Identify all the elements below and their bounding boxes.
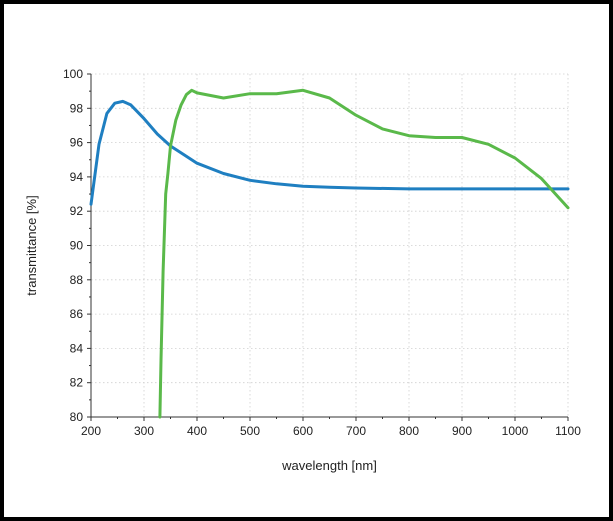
transmittance-chart: 200 300 400 500 600 700 800 900 1000 1100 80 82 84 86… [24,67,581,473]
x-tick-label: 800 [399,424,419,438]
y-tick-label: 98 [70,101,84,115]
grid [91,73,569,417]
x-tick-label: 300 [134,424,154,438]
y-tick-label: 80 [70,410,84,424]
x-tick-label: 1100 [555,424,581,438]
y-tick-label: 84 [70,341,84,355]
series-line-1 [89,99,570,206]
y-tick-label: 88 [70,273,84,287]
y-tick-label: 86 [70,307,84,321]
series-line-2 [158,88,570,419]
x-tick-label: 200 [81,424,101,438]
y-tick-label: 92 [70,204,84,218]
y-axis-title: transmittance [%] [24,195,39,295]
x-tick-label: 500 [240,424,260,438]
x-tick-label: 900 [452,424,472,438]
tick-labels: 200 300 400 500 600 700 800 900 1000 1100 80 82 84 86… [63,67,581,438]
tick-marks [87,73,569,421]
x-tick-label: 1000 [502,424,529,438]
y-tick-label: 94 [70,170,84,184]
x-tick-label: 600 [293,424,313,438]
chart-frame: 200 300 400 500 600 700 800 900 1000 1100 80 82 84 86… [4,4,609,517]
x-axis-title: wavelength [nm] [281,458,377,473]
y-tick-label: 96 [70,136,84,150]
y-tick-label: 82 [70,376,84,390]
y-tick-label: 100 [63,67,83,81]
x-tick-label: 700 [346,424,366,438]
x-tick-label: 400 [187,424,207,438]
data-series [89,88,570,419]
y-tick-label: 90 [70,239,84,253]
